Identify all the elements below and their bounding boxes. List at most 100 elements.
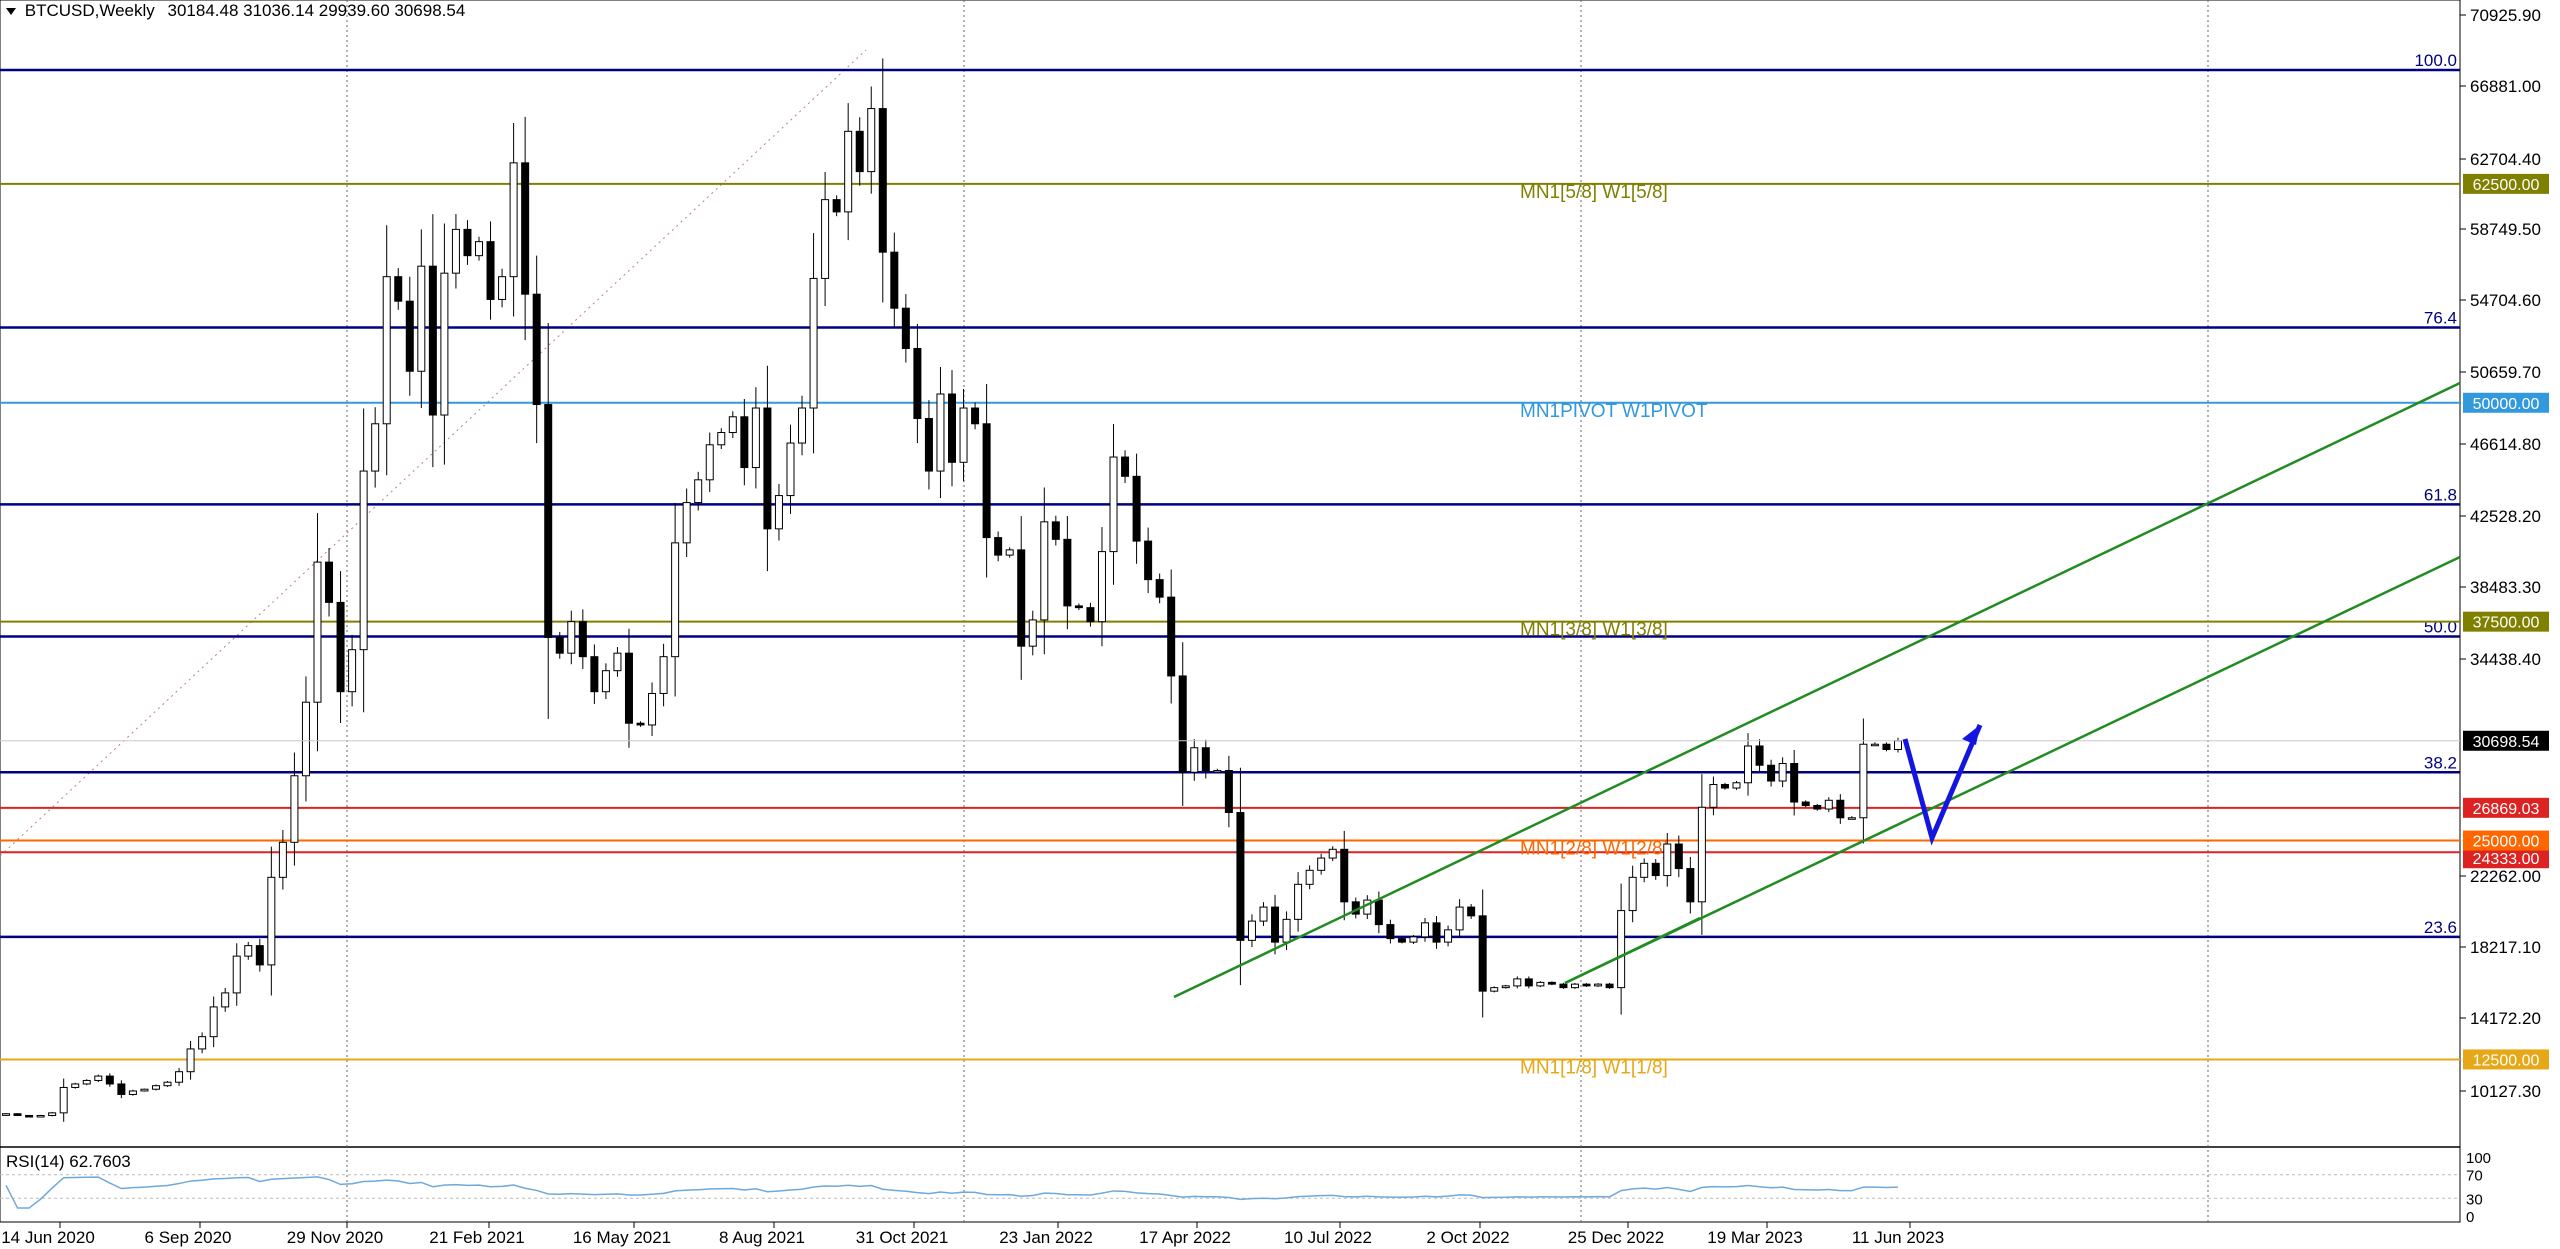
candle-bull: [209, 1006, 218, 1038]
fib-level-label: 76.4: [2424, 308, 2457, 327]
candle-bull: [774, 495, 783, 530]
candle-bear: [555, 636, 564, 654]
candle-bull: [1328, 848, 1337, 859]
candle-bear: [1651, 862, 1660, 877]
rsi-axis-label: 0: [2466, 1209, 2474, 1226]
y-tick-label: 18217.10: [2470, 938, 2541, 957]
candle-bear: [336, 601, 345, 693]
arrow-head-icon: [1962, 725, 1980, 745]
candle-bull: [1536, 981, 1545, 987]
candle-bull: [417, 265, 426, 372]
x-tick-label: 14 Jun 2020: [1, 1228, 95, 1247]
candle-bull: [1294, 883, 1303, 920]
candle-bull: [94, 1075, 103, 1081]
candle-bull: [1005, 549, 1014, 556]
y-tick-label: 58749.50: [2470, 220, 2541, 239]
candle-bear: [1386, 924, 1395, 940]
candle-bull: [1594, 983, 1603, 987]
candle-bear: [1467, 906, 1476, 917]
candle-bull: [751, 407, 760, 469]
murrey-level-label: MN1[1/8] W1[1/8]: [1520, 1057, 1668, 1078]
y-tick-label: 22262.00: [2470, 867, 2541, 886]
candle-bull: [371, 423, 380, 472]
candle-bear: [521, 162, 530, 295]
x-tick-label: 6 Sep 2020: [145, 1228, 232, 1247]
candle-bear: [1882, 743, 1891, 750]
candle-bear: [1720, 784, 1729, 789]
x-tick-label: 23 Jan 2022: [999, 1228, 1093, 1247]
candle-bull: [1040, 521, 1049, 621]
candle-bear: [1340, 848, 1349, 903]
candle-bull: [348, 649, 357, 693]
candle-bear: [1397, 938, 1406, 943]
candle-bull: [128, 1090, 137, 1095]
candle-bear: [878, 108, 887, 253]
candle-bear: [855, 130, 864, 173]
candle-bull: [451, 228, 460, 274]
collapse-triangle-icon[interactable]: [6, 8, 16, 16]
candle-bull: [509, 162, 518, 278]
candle-bear: [532, 293, 541, 406]
candle-bear: [971, 407, 980, 425]
red-level-price: 26869.03: [2473, 801, 2540, 818]
x-tick-label: 17 Apr 2022: [1139, 1228, 1231, 1247]
candle-bull: [163, 1081, 172, 1087]
candle-bear: [1063, 538, 1072, 607]
candle-bull: [1709, 784, 1718, 808]
candle-bull: [1444, 929, 1453, 943]
y-tick-label: 42528.20: [2470, 507, 2541, 526]
candle-bull: [1259, 906, 1268, 922]
candle-bull: [1859, 743, 1868, 819]
candle-bull: [671, 542, 680, 658]
candle-bull: [198, 1036, 207, 1050]
candle-bear: [1432, 922, 1441, 943]
candle-bull: [475, 241, 483, 257]
candle-bull: [71, 1083, 80, 1088]
candle-bull: [1421, 922, 1429, 938]
candle-bear: [1271, 906, 1280, 943]
murrey-price-label-box: [2463, 1049, 2549, 1070]
candle-bull: [36, 1114, 45, 1118]
candle-bull: [659, 656, 668, 694]
murrey-price-label-box: [2463, 830, 2549, 851]
candle-bear: [1236, 812, 1245, 941]
candle-bull: [1513, 978, 1522, 987]
candle-bull: [1824, 799, 1833, 810]
candle-bull: [1317, 857, 1326, 871]
candle-bear: [1374, 899, 1383, 926]
candle-bull: [1570, 983, 1579, 989]
candle-bull: [359, 470, 368, 651]
candle-bear: [1178, 675, 1187, 773]
candle-bear: [624, 652, 633, 724]
x-tick-label: 8 Aug 2021: [719, 1228, 805, 1247]
candle-bear: [636, 722, 645, 726]
candle-bear: [1051, 521, 1060, 540]
ohlc-readout: 30184.48 31036.14 29939.60 30698.54: [167, 1, 466, 20]
candle-bull: [1501, 985, 1510, 989]
candle-bear: [463, 228, 472, 257]
candle-bear: [1801, 801, 1810, 807]
candle-bull: [82, 1079, 91, 1085]
candle-bear: [117, 1083, 126, 1095]
candle-bear: [1767, 764, 1776, 782]
candle-bear: [982, 423, 991, 539]
candle-bull: [1455, 906, 1464, 931]
murrey-price-label: 62500.00: [2473, 177, 2540, 194]
candle-bear: [1167, 596, 1176, 677]
candle-bull: [1870, 743, 1879, 747]
candle-bear: [1559, 983, 1568, 989]
candle-bull: [48, 1112, 57, 1116]
candle-bull: [1409, 936, 1418, 943]
y-tick-label: 10127.30: [2470, 1082, 2541, 1101]
candle-bull: [786, 442, 795, 497]
fib-level-label: 100.0: [2414, 51, 2457, 70]
x-tick-label: 2 Oct 2022: [1426, 1228, 1509, 1247]
candle-bull: [682, 502, 691, 544]
y-tick-label: 70925.90: [2470, 6, 2541, 25]
candle-bear: [1155, 579, 1164, 598]
candle-bull: [694, 479, 703, 504]
candle-bull: [1697, 806, 1706, 903]
candle-bear: [890, 251, 899, 309]
candle-bull: [1213, 770, 1222, 773]
